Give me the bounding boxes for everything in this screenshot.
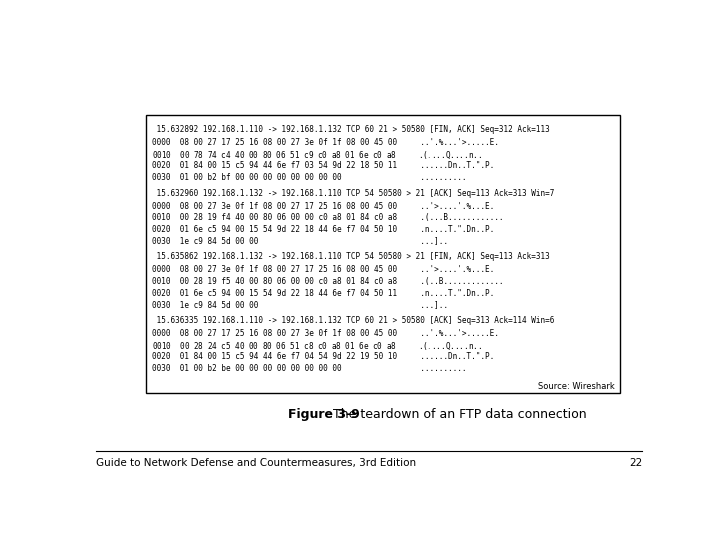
Text: 15.635862 192.168.1.132 -> 192.168.1.110 TCP 54 50580 > 21 [FIN, ACK] Seq=113 Ac: 15.635862 192.168.1.132 -> 192.168.1.110…: [153, 252, 555, 261]
Text: 0020  01 84 00 15 c5 94 44 6e f7 04 54 9d 22 19 50 10     ......Dn..T.".P.: 0020 01 84 00 15 c5 94 44 6e f7 04 54 9d…: [153, 352, 495, 361]
Text: 0030  1e c9 84 5d 00 00                                   ...]..: 0030 1e c9 84 5d 00 00 ...]..: [153, 300, 453, 309]
Text: Figure 3-9: Figure 3-9: [288, 408, 360, 421]
Text: 0020  01 6e c5 94 00 15 54 9d 22 18 44 6e f7 04 50 11     .n....T.".Dn..P.: 0020 01 6e c5 94 00 15 54 9d 22 18 44 6e…: [153, 288, 495, 298]
Text: 0010  00 78 74 c4 40 00 80 06 51 c9 c0 a8 01 6e c0 a8     .($.$...Q....n..: 0010 00 78 74 c4 40 00 80 06 51 c9 c0 a8…: [153, 150, 482, 161]
Text: 0000  08 00 27 17 25 16 08 00 27 3e 0f 1f 08 00 45 00     ..'.%...'>.....E.: 0000 08 00 27 17 25 16 08 00 27 3e 0f 1f…: [153, 329, 500, 338]
Text: Source: Wireshark: Source: Wireshark: [538, 382, 615, 391]
FancyBboxPatch shape: [145, 114, 620, 393]
Text: 15.632960 192.168.1.132 -> 192.168.1.110 TCP 54 50580 > 21 [ACK] Seq=113 Ack=313: 15.632960 192.168.1.132 -> 192.168.1.110…: [153, 188, 555, 198]
Text: 0030  01 00 b2 be 00 00 00 00 00 00 00 00                 ..........: 0030 01 00 b2 be 00 00 00 00 00 00 00 00…: [153, 364, 467, 373]
Text: 0000  08 00 27 3e 0f 1f 08 00 27 17 25 16 08 00 45 00     ..'>....'.%...E.: 0000 08 00 27 3e 0f 1f 08 00 27 17 25 16…: [153, 201, 495, 211]
Text: 0030  01 00 b2 bf 00 00 00 00 00 00 00 00                 ..........: 0030 01 00 b2 bf 00 00 00 00 00 00 00 00…: [153, 173, 467, 182]
Text: Guide to Network Defense and Countermeasures, 3rd Edition: Guide to Network Defense and Countermeas…: [96, 458, 415, 468]
Text: 0000  08 00 27 3e 0f 1f 08 00 27 17 25 16 08 00 45 00     ..'>....'.%...E.: 0000 08 00 27 3e 0f 1f 08 00 27 17 25 16…: [153, 265, 495, 274]
Text: 0030  1e c9 84 5d 00 00                                   ...]..: 0030 1e c9 84 5d 00 00 ...]..: [153, 237, 453, 246]
Text: 0010  00 28 24 c5 40 00 80 06 51 c8 c0 a8 01 6e c0 a8     .($.$...Q....n..: 0010 00 28 24 c5 40 00 80 06 51 c8 c0 a8…: [153, 341, 482, 352]
Text: The teardown of an FTP data connection: The teardown of an FTP data connection: [325, 408, 587, 421]
Text: 22: 22: [629, 458, 642, 468]
Text: 0020  01 84 00 15 c5 94 44 6e f7 03 54 9d 22 18 50 11     ......Dn..T.".P.: 0020 01 84 00 15 c5 94 44 6e f7 03 54 9d…: [153, 161, 495, 170]
Text: 0000  08 00 27 17 25 16 08 00 27 3e 0f 1f 08 00 45 00     ..'.%...'>.....E.: 0000 08 00 27 17 25 16 08 00 27 3e 0f 1f…: [153, 138, 500, 147]
Text: 0010  00 28 19 f5 40 00 80 06 00 00 c0 a8 01 84 c0 a8     .(..B.............: 0010 00 28 19 f5 40 00 80 06 00 00 c0 a8…: [153, 277, 504, 286]
Text: 0010  00 28 19 f4 40 00 80 06 00 00 c0 a8 01 84 c0 a8     .(...B............: 0010 00 28 19 f4 40 00 80 06 00 00 c0 a8…: [153, 213, 504, 222]
Text: 15.632892 192.168.1.110 -> 192.168.1.132 TCP 60 21 > 50580 [FIN, ACK] Seq=312 Ac: 15.632892 192.168.1.110 -> 192.168.1.132…: [153, 125, 555, 134]
Text: 15.636335 192.168.1.110 -> 192.168.1.132 TCP 60 21 > 50580 [ACK] Seq=313 Ack=114: 15.636335 192.168.1.110 -> 192.168.1.132…: [153, 316, 555, 325]
Text: 0020  01 6e c5 94 00 15 54 9d 22 18 44 6e f7 04 50 10     .n....T.".Dn..P.: 0020 01 6e c5 94 00 15 54 9d 22 18 44 6e…: [153, 225, 495, 234]
